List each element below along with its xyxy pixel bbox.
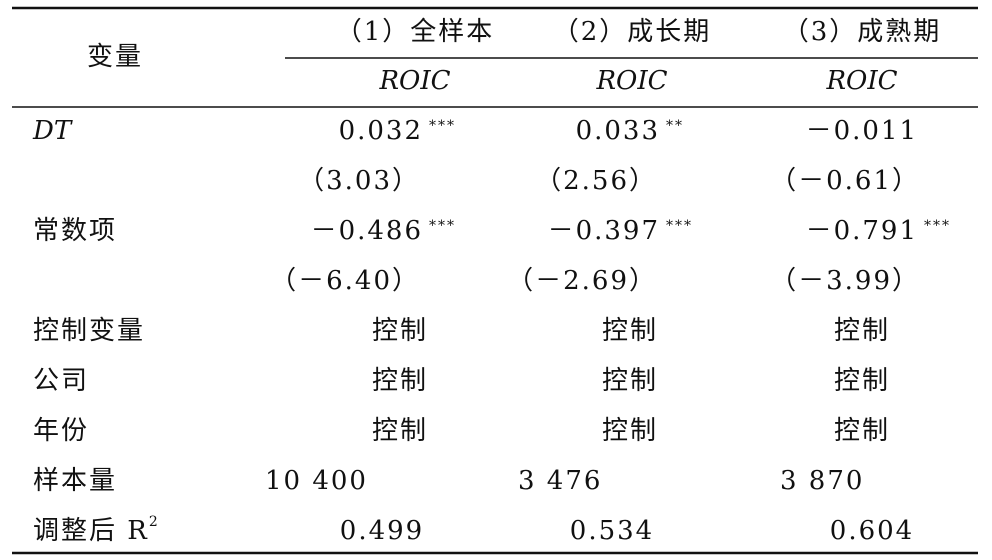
cell-value: 0.604 xyxy=(830,516,914,546)
row-label: DT xyxy=(32,116,73,146)
cell-value: 3 870 xyxy=(780,466,864,496)
cell-value: －0.791 xyxy=(806,216,918,246)
cell-value: 3 476 xyxy=(518,466,602,496)
cell-value: （－2.69） xyxy=(507,266,657,296)
significance-stars: *** xyxy=(429,218,456,234)
variable-header: 变量 xyxy=(87,42,143,72)
cell-value: 控制 xyxy=(372,316,428,346)
row-label-text: 常数项 xyxy=(33,216,117,246)
cell-value: 控制 xyxy=(602,366,658,396)
row-label-sup: 2 xyxy=(149,514,160,530)
cell-value: 10 400 xyxy=(265,466,368,496)
cell-value: 控制 xyxy=(602,316,658,346)
cell-value: 控制 xyxy=(834,416,890,446)
row-label: 控制变量 xyxy=(33,316,145,346)
cell-value: －0.486 xyxy=(311,216,423,246)
significance-stars: *** xyxy=(429,118,456,134)
row-label: 调整后 R2 xyxy=(33,514,160,546)
column-label: （2）成长期 xyxy=(553,17,712,47)
cell-value: －0.397 xyxy=(548,216,660,246)
cell-value: （2.56） xyxy=(535,166,657,196)
row-label: 常数项 xyxy=(33,216,117,246)
cell-value: 0.534 xyxy=(570,516,654,546)
dependent-variable: ROIC xyxy=(595,66,667,96)
cell-value: 控制 xyxy=(372,366,428,396)
cell-value: 控制 xyxy=(602,416,658,446)
cell-value: 控制 xyxy=(372,416,428,446)
row-label-text: 控制变量 xyxy=(33,316,145,346)
cell-value: 控制 xyxy=(834,366,890,396)
column-label: （1）全样本 xyxy=(336,17,495,47)
cell-value: （3.03） xyxy=(298,166,420,196)
cell-value: （－6.40） xyxy=(270,266,420,296)
cell-value: 控制 xyxy=(834,316,890,346)
dependent-variable: ROIC xyxy=(378,66,450,96)
cell-value: 0.032 xyxy=(339,116,423,146)
row-label: 年份 xyxy=(33,416,89,446)
row-label-text: 公司 xyxy=(33,366,89,396)
row-label: 样本量 xyxy=(33,466,117,496)
row-label-text: DT xyxy=(32,116,73,146)
row-label-text: 年份 xyxy=(33,416,89,446)
significance-stars: *** xyxy=(924,218,951,234)
column-label: （3）成熟期 xyxy=(783,17,942,47)
row-label: 公司 xyxy=(33,366,89,396)
row-label-text: 调整后 R xyxy=(33,516,149,546)
cell-value: 0.033 xyxy=(576,116,660,146)
significance-stars: *** xyxy=(666,218,693,234)
cell-value: （－3.99） xyxy=(770,266,920,296)
significance-stars: ** xyxy=(666,118,684,134)
cell-value: 0.499 xyxy=(340,516,424,546)
cell-value: －0.011 xyxy=(806,116,918,146)
cell-value: （－0.61） xyxy=(770,166,920,196)
row-label-text: 样本量 xyxy=(33,466,117,496)
dependent-variable: ROIC xyxy=(825,66,897,96)
